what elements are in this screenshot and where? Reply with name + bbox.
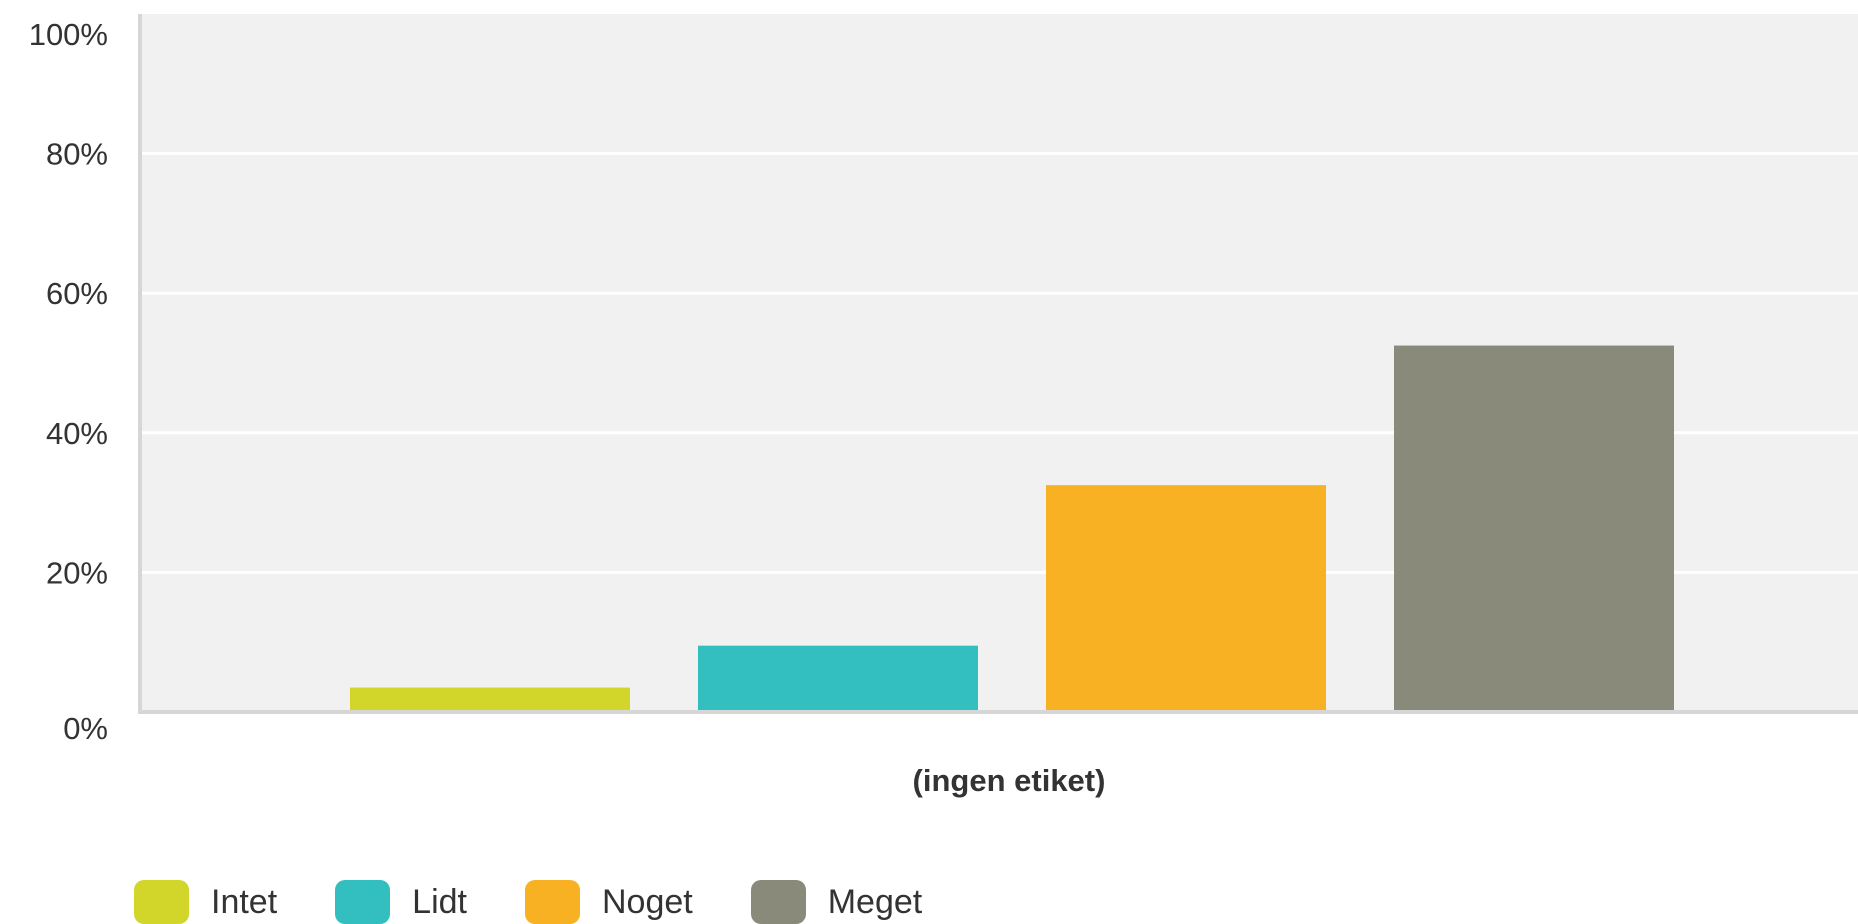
legend: Intet Lidt Noget Meget (134, 880, 980, 924)
legend-item-meget: Meget (750, 880, 923, 924)
legend-swatch (750, 880, 806, 924)
x-axis-label: (ingen etiket) (913, 763, 1106, 798)
bar-meget (1394, 345, 1674, 710)
legend-swatch (525, 880, 580, 924)
y-tick-labels: 0% 20% 40% 60% 80% 100% (29, 17, 108, 746)
y-tick-label: 0% (63, 711, 108, 746)
y-tick-label: 20% (46, 555, 108, 590)
bar-lidt (698, 645, 978, 710)
bar-noget (1046, 485, 1326, 710)
legend-label: Meget (827, 883, 923, 921)
legend-label: Intet (211, 883, 278, 921)
bar-intet (350, 687, 630, 710)
y-tick-label: 100% (29, 17, 108, 52)
legend-swatch (134, 880, 189, 924)
legend-item-lidt: Lidt (335, 880, 467, 924)
legend-swatch (335, 880, 391, 924)
bars (350, 345, 1674, 710)
legend-item-noget: Noget (525, 880, 693, 924)
legend-label: Lidt (412, 883, 467, 921)
y-tick-label: 40% (46, 416, 108, 451)
legend-item-intet: Intet (134, 880, 277, 924)
legend-label: Noget (602, 883, 693, 921)
y-tick-label: 80% (46, 137, 108, 172)
y-tick-label: 60% (46, 276, 108, 311)
